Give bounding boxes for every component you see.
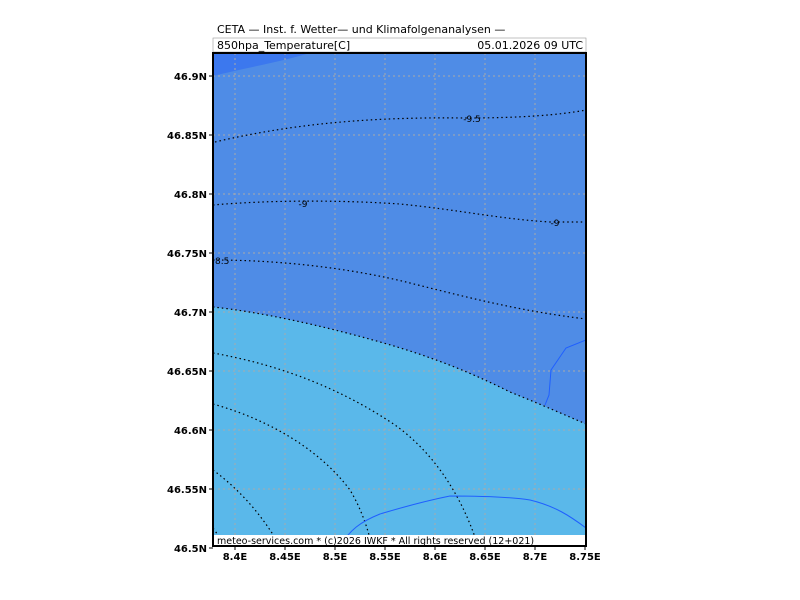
y-tick-label: 46.9N (174, 72, 207, 83)
y-axis: 46.9N 46.85N 46.8N 46.75N 46.7N 46.65N 46.6N 46… (167, 72, 213, 555)
y-tick-label: 46.6N (174, 426, 207, 437)
copyright-text: meteo-services.com * (c)2026 IWKF * All … (217, 536, 534, 547)
x-tick-label: 8.5E (323, 552, 348, 563)
border-lines (339, 339, 586, 546)
x-tick-label: 8.65E (469, 552, 501, 563)
contour-line (213, 403, 373, 546)
corner-region (213, 53, 310, 76)
y-tick-label: 46.75N (167, 249, 207, 260)
x-tick-label: 8.75E (569, 552, 601, 563)
y-tick-label: 46.5N (174, 544, 207, 555)
map-area: -9.5 -9 -9 8.5 meteo-services.com * (c)2… (213, 53, 586, 547)
y-tick-label: 46.7N (174, 308, 207, 319)
y-tick-label: 46.8N (174, 190, 207, 201)
y-tick-label: 46.65N (167, 367, 207, 378)
border-line (544, 339, 586, 406)
footer-strip (213, 535, 586, 546)
contour-label: -9 (299, 200, 308, 210)
y-tick-label: 46.55N (167, 485, 207, 496)
x-tick-label: 8.6E (423, 552, 448, 563)
x-tick-label: 8.55E (369, 552, 401, 563)
x-axis: 8.4E 8.45E 8.5E 8.55E 8.6E 8.65E 8.7E 8.75E (223, 546, 601, 563)
map-title: CETA — Inst. f. Wetter— und Klimafolgena… (217, 23, 505, 36)
x-tick-label: 8.4E (223, 552, 248, 563)
contour-line (213, 259, 586, 320)
warm-region (213, 307, 586, 546)
contour-line (213, 306, 586, 425)
x-tick-label: 8.7E (523, 552, 548, 563)
y-tick-label: 46.85N (167, 131, 207, 142)
contour-label: -9.5 (463, 115, 481, 125)
map-frame (212, 52, 587, 547)
grid (213, 53, 586, 546)
contour-label: -9 (551, 219, 560, 229)
contour-label: 8.5 (215, 257, 229, 267)
x-tick-label: 8.45E (269, 552, 301, 563)
datetime-label: 05.01.2026 09 UTC (477, 39, 583, 52)
variable-label: 850hpa_Temperature[C] (217, 39, 350, 52)
border-line (339, 495, 586, 546)
